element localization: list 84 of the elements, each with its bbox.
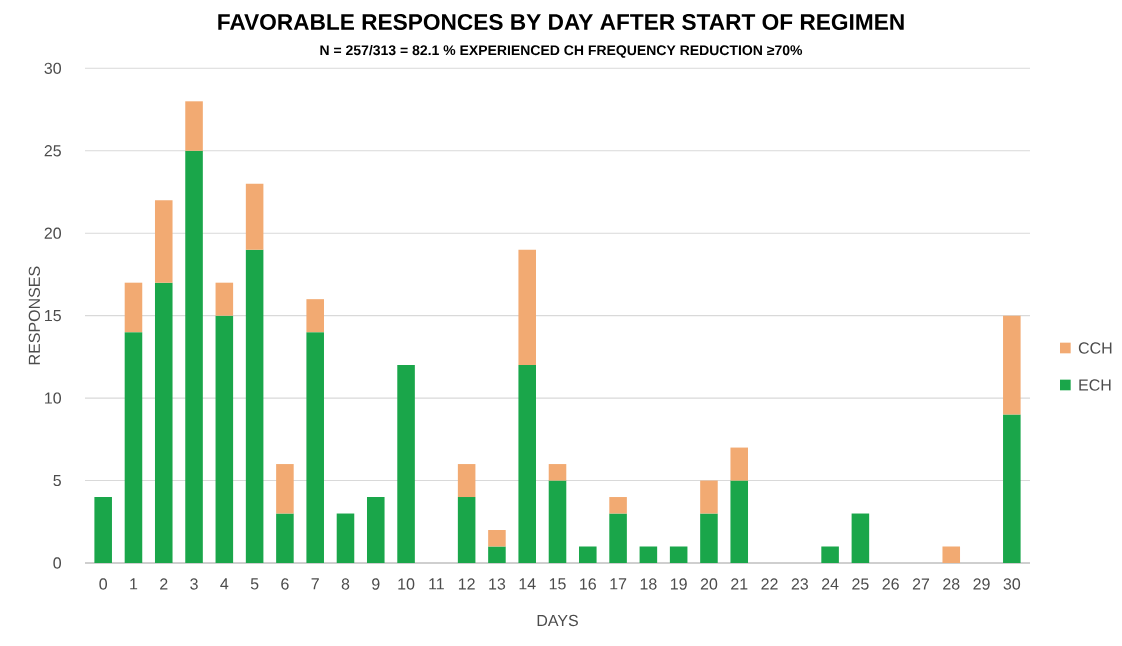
x-tick-label: 23 — [791, 578, 808, 590]
bar — [457, 464, 476, 498]
bar — [94, 497, 112, 563]
bar — [154, 282, 173, 563]
bar — [488, 530, 506, 547]
bar — [397, 365, 415, 563]
x-tick-label: 27 — [912, 578, 930, 590]
y-tick-label: 25 — [44, 145, 61, 157]
y-tick-label: 10 — [45, 392, 62, 404]
x-tick-label: 14 — [519, 578, 536, 590]
bar — [185, 101, 203, 151]
x-tick-label: 22 — [761, 578, 778, 590]
x-tick-label: 24 — [821, 578, 839, 590]
bar — [609, 513, 627, 563]
bar — [245, 249, 264, 563]
bar — [730, 480, 749, 563]
bar — [548, 480, 567, 563]
legend-label: ECH — [1079, 379, 1111, 391]
bar — [1003, 315, 1021, 415]
x-tick-label: 5 — [250, 578, 259, 590]
bar — [124, 332, 143, 563]
bar — [124, 282, 143, 333]
x-tick-label: 12 — [458, 578, 475, 590]
x-tick-label: 4 — [220, 578, 229, 590]
bar — [730, 447, 749, 481]
x-tick-label: 7 — [311, 578, 319, 590]
y-tick-label: 30 — [44, 62, 62, 74]
bar — [518, 249, 536, 366]
bar — [245, 183, 264, 250]
x-tick-label: 29 — [973, 578, 990, 590]
x-tick-label: 19 — [670, 578, 687, 590]
x-tick-label: 30 — [1003, 578, 1021, 590]
chart-subtitle: N = 257/313 = 82.1 % EXPERIENCED CH FREQUENCY REDUCTION ≥70% — [320, 44, 803, 58]
x-tick-label: 2 — [160, 578, 168, 590]
x-tick-label: 26 — [882, 578, 899, 590]
bar — [366, 497, 385, 563]
bar — [639, 546, 658, 563]
bar — [306, 332, 324, 563]
bar — [154, 200, 173, 283]
x-tick-label: 3 — [190, 578, 198, 590]
bar — [276, 513, 294, 563]
x-tick-label: 9 — [372, 578, 380, 590]
y-axis-title: RESPONSES — [28, 266, 40, 365]
bar — [457, 497, 476, 563]
bar — [821, 546, 839, 563]
x-tick-label: 10 — [398, 578, 415, 590]
x-tick-label: 11 — [429, 578, 444, 590]
bar — [942, 546, 961, 563]
bar — [1003, 414, 1021, 563]
chart-title: FAVORABLE RESPONCES BY DAY AFTER START OF REGIMEN — [218, 13, 904, 31]
x-tick-label: 28 — [943, 578, 960, 590]
x-tick-label: 1 — [130, 578, 138, 590]
x-tick-label: 20 — [700, 578, 718, 590]
x-tick-label: 8 — [341, 578, 350, 590]
y-tick-label: 15 — [45, 310, 61, 322]
legend-label: CCH — [1078, 342, 1112, 354]
x-tick-label: 21 — [731, 578, 748, 590]
bar — [215, 315, 234, 563]
x-tick-label: 18 — [640, 578, 657, 590]
bar — [488, 546, 506, 563]
x-tick-label: 17 — [610, 578, 627, 590]
bar — [185, 150, 203, 563]
x-tick-label: 13 — [489, 578, 506, 590]
x-tick-label: 16 — [580, 578, 596, 590]
y-tick-label: 0 — [53, 557, 62, 569]
x-axis-title: DAYS — [537, 614, 578, 627]
x-tick-label: 0 — [99, 578, 108, 590]
bar — [215, 282, 234, 316]
bar — [579, 546, 597, 563]
bar — [276, 464, 294, 514]
bar — [518, 365, 536, 563]
x-tick-label: 15 — [549, 578, 566, 590]
bar — [336, 513, 355, 563]
x-tick-label: 25 — [852, 578, 869, 590]
y-tick-label: 5 — [53, 474, 61, 487]
y-tick-label: 20 — [44, 227, 62, 239]
x-tick-label: 6 — [281, 578, 289, 590]
bar — [700, 513, 718, 563]
bar — [306, 299, 324, 333]
bar — [548, 464, 567, 481]
bar — [669, 546, 688, 563]
bar — [851, 513, 870, 563]
bar — [700, 480, 718, 514]
bar — [609, 497, 627, 514]
